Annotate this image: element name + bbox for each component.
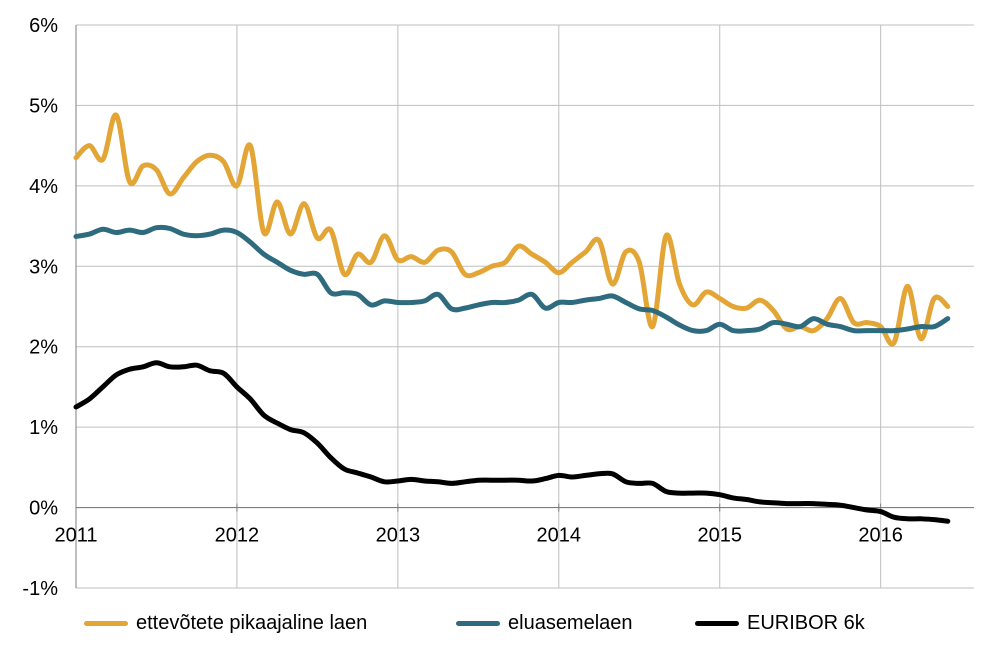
line-chart: -1% 0% 1% 2% 3% 4% 5% 6% 2011 2012 2013 2014 2015 201…: [22, 15, 974, 600]
x-tick-label: 2013: [376, 525, 421, 547]
series-lines: [73, 112, 951, 524]
legend-swatch: [456, 621, 500, 626]
x-tick-label: 2014: [537, 525, 582, 547]
x-tick-label: 2012: [215, 525, 260, 547]
legend-item: eluasemelaen: [456, 612, 633, 635]
y-tick-label: 1%: [29, 417, 58, 439]
legend-swatch: [84, 621, 128, 626]
y-tick-label: -1%: [22, 578, 58, 600]
legend-item: EURIBOR 6k: [695, 612, 865, 635]
legend-item: ettevõtete pikaajaline laen: [84, 612, 367, 635]
y-tick-label: 2%: [29, 337, 58, 359]
y-tick-label: 0%: [29, 498, 58, 520]
series-line-eluasemelaen: [73, 224, 951, 334]
axes: [75, 25, 974, 588]
legend-label: EURIBOR 6k: [747, 612, 865, 634]
x-tick-label: 2015: [697, 525, 742, 547]
gridlines: [76, 24, 974, 589]
x-tick-label: 2011: [54, 525, 97, 547]
x-tick-label: 2016: [858, 525, 903, 547]
series-line-ettev-tete-pikaajaline-laen: [73, 112, 951, 347]
y-tick-label: 5%: [29, 95, 58, 117]
legend: ettevõtete pikaajaline laen eluasemelaen E…: [0, 612, 1000, 652]
y-tick-label: 4%: [29, 176, 58, 198]
legend-label: eluasemelaen: [508, 612, 633, 634]
legend-swatch: [695, 621, 739, 626]
tick-labels: -1% 0% 1% 2% 3% 4% 5% 6% 2011 2012 2013 2014 2015 201…: [22, 15, 902, 600]
series-line-euribor-6k: [73, 360, 951, 524]
y-tick-label: 6%: [29, 15, 58, 37]
y-tick-label: 3%: [29, 256, 58, 278]
legend-label: ettevõtete pikaajaline laen: [136, 612, 368, 634]
